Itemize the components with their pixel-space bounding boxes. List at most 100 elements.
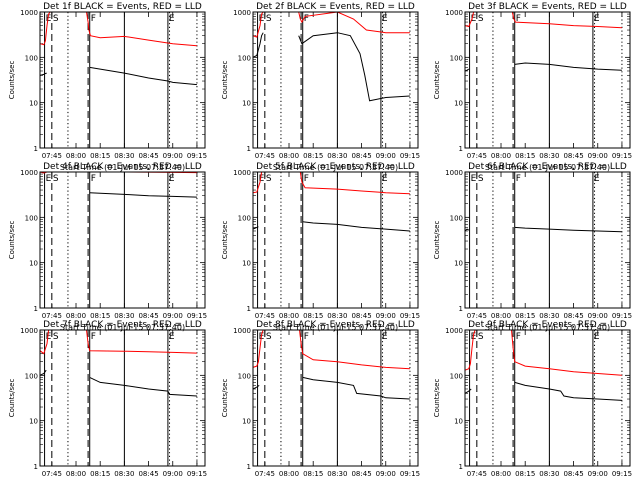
x-axis-label: Start Time (01-Jul-15 07:37:40) bbox=[485, 163, 610, 172]
event-marker-label: S bbox=[266, 14, 272, 24]
x-tick-label: 09:00 bbox=[588, 312, 608, 320]
x-tick-label: 09:00 bbox=[588, 470, 608, 478]
event-marker-label: E bbox=[169, 332, 175, 342]
chart-title: Det 3f BLACK = Events, RED = LLD bbox=[468, 2, 627, 12]
x-tick-label: 09:15 bbox=[400, 470, 420, 478]
chart-title: Det 1f BLACK = Events, RED = LLD bbox=[43, 2, 202, 12]
plot-frame bbox=[252, 11, 419, 149]
y-tick-label: 100 bbox=[25, 372, 38, 380]
chart-panel-2: Det 2f BLACK = Events, RED = LLD Counts/s… bbox=[221, 2, 420, 172]
x-tick-label: 07:45 bbox=[42, 470, 62, 478]
x-tick-label: 09:00 bbox=[376, 470, 396, 478]
x-tick-label: 09:00 bbox=[588, 152, 608, 160]
y-tick-label: 10 bbox=[454, 418, 463, 426]
x-tick-label: 07:45 bbox=[467, 312, 487, 320]
chart-title: Det 8f BLACK = Events, RED = LLD bbox=[256, 320, 415, 330]
y-axis-label: Counts/sec bbox=[8, 61, 16, 100]
y-tick-label: 1000 bbox=[233, 327, 251, 335]
event-marker-label: E bbox=[594, 332, 600, 342]
series-line-lld bbox=[252, 11, 264, 38]
x-axis-label: Start Time (01-Jul-15 07:37:40) bbox=[273, 323, 398, 332]
x-tick-label: 08:00 bbox=[279, 152, 299, 160]
y-tick-label: 1000 bbox=[445, 169, 463, 177]
chart-panel-6: Det 6f BLACK = Events, RED = LLD Counts/s… bbox=[433, 162, 632, 332]
x-tick-label: 08:00 bbox=[279, 312, 299, 320]
y-axis-label: Counts/sec bbox=[8, 221, 16, 260]
series-line-events bbox=[252, 32, 264, 58]
series-line-events bbox=[252, 384, 260, 390]
y-tick-label: 1000 bbox=[445, 327, 463, 335]
event-marker-label: E bbox=[46, 174, 52, 184]
x-tick-label: 07:45 bbox=[42, 152, 62, 160]
y-tick-label: 1000 bbox=[233, 169, 251, 177]
x-tick-label: 08:45 bbox=[138, 470, 158, 478]
x-tick-label: 08:00 bbox=[66, 152, 86, 160]
event-marker-label: S bbox=[266, 174, 272, 184]
x-tick-label: 07:45 bbox=[467, 470, 487, 478]
x-tick-label: 08:00 bbox=[491, 152, 511, 160]
y-axis-label: Counts/sec bbox=[8, 379, 16, 418]
x-tick-label: 08:30 bbox=[539, 470, 559, 478]
y-tick-label: 100 bbox=[450, 372, 463, 380]
x-tick-label: 08:15 bbox=[90, 152, 110, 160]
x-tick-label: 08:15 bbox=[515, 312, 535, 320]
x-tick-label: 08:00 bbox=[66, 470, 86, 478]
x-tick-label: 08:00 bbox=[491, 312, 511, 320]
y-tick-label: 10 bbox=[242, 100, 251, 108]
x-tick-label: 08:00 bbox=[491, 470, 511, 478]
y-tick-label: 10 bbox=[242, 418, 251, 426]
event-marker-label: E bbox=[259, 174, 265, 184]
chart-panel-7: Det 7f BLACK = Events, RED = LLD Counts/s… bbox=[8, 320, 207, 478]
plot-frame bbox=[252, 329, 419, 467]
plot-frame bbox=[464, 171, 631, 309]
event-marker-label: E bbox=[471, 174, 477, 184]
event-marker-label: E bbox=[169, 174, 175, 184]
x-tick-label: 09:00 bbox=[376, 312, 396, 320]
x-axis-label: Start Time (01-Jul-15 07:37:40) bbox=[273, 163, 398, 172]
plot-frame bbox=[464, 329, 631, 467]
series-line-events bbox=[89, 376, 197, 397]
plot-frame bbox=[39, 171, 206, 309]
y-tick-label: 10 bbox=[242, 260, 251, 268]
x-tick-label: 08:30 bbox=[327, 152, 347, 160]
event-marker-label: F bbox=[516, 174, 521, 184]
x-tick-label: 08:30 bbox=[114, 470, 134, 478]
plot-frame bbox=[39, 329, 206, 467]
y-axis-label: Counts/sec bbox=[433, 379, 441, 418]
x-tick-label: 08:45 bbox=[563, 312, 583, 320]
series-line-lld bbox=[86, 329, 197, 354]
series-line-lld bbox=[39, 11, 51, 46]
y-tick-label: 10 bbox=[29, 100, 38, 108]
y-tick-label: 1 bbox=[247, 463, 251, 471]
x-axis-label: Start Time (01-Jul-15 07:37:40) bbox=[485, 323, 610, 332]
plot-frame bbox=[464, 11, 631, 149]
series-line-events bbox=[252, 226, 259, 230]
chart-title: Det 4f BLACK = Events, RED = LLD bbox=[43, 162, 202, 172]
x-tick-label: 07:45 bbox=[467, 152, 487, 160]
series-line-events bbox=[89, 192, 197, 198]
y-tick-label: 1000 bbox=[20, 327, 38, 335]
event-marker-label: F bbox=[304, 14, 309, 24]
y-axis-label: Counts/sec bbox=[433, 61, 441, 100]
x-tick-label: 09:00 bbox=[163, 312, 183, 320]
event-marker-label: E bbox=[382, 332, 388, 342]
x-tick-label: 08:30 bbox=[327, 470, 347, 478]
series-line-events bbox=[514, 381, 622, 401]
x-tick-label: 08:30 bbox=[539, 312, 559, 320]
x-tick-label: 08:00 bbox=[66, 312, 86, 320]
event-marker-label: S bbox=[53, 332, 59, 342]
x-tick-label: 09:15 bbox=[187, 470, 207, 478]
event-marker-label: E bbox=[259, 14, 265, 24]
event-marker-label: S bbox=[266, 332, 272, 342]
event-marker-label: S bbox=[53, 14, 59, 24]
x-tick-label: 08:45 bbox=[351, 312, 371, 320]
y-tick-label: 1000 bbox=[445, 9, 463, 17]
event-marker-label: E bbox=[382, 174, 388, 184]
y-axis-label: Counts/sec bbox=[221, 61, 229, 100]
series-line-events bbox=[514, 226, 622, 233]
chart-panel-1: Det 1f BLACK = Events, RED = LLD Counts/s… bbox=[8, 2, 207, 172]
x-tick-label: 09:15 bbox=[400, 152, 420, 160]
plot-frame bbox=[252, 171, 419, 309]
y-tick-label: 100 bbox=[450, 214, 463, 222]
series-line-lld bbox=[252, 329, 264, 368]
